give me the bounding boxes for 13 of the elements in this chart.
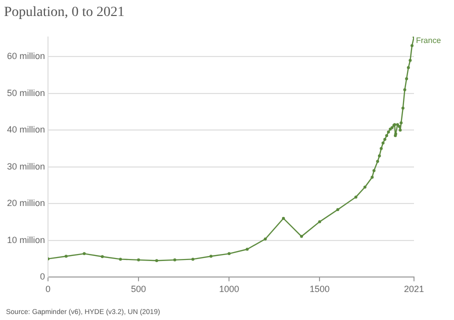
y-tick-label: 50 million [6,88,46,98]
x-tick-label: 500 [131,284,146,294]
series-label: France [416,36,442,46]
x-tick-label: 1500 [310,284,330,294]
chart-title: Population, 0 to 2021 [4,5,125,20]
y-tick-label: 20 million [6,198,46,208]
y-tick-label: 40 million [6,124,46,135]
y-tick-label: 10 million [6,234,46,245]
x-tick-label: 1000 [219,284,240,294]
y-tick-label: 30 million [6,161,46,172]
y-tick-label: 0 [40,272,46,282]
y-tick-label: 60 million [6,51,46,62]
x-tick-label: 2021 [404,284,424,294]
